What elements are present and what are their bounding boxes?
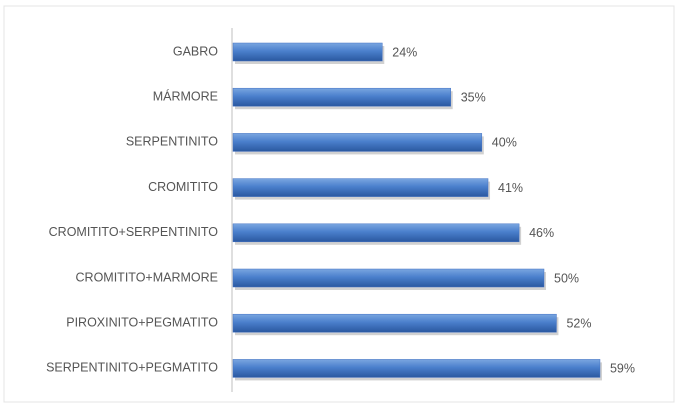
bar	[232, 359, 601, 378]
category-label: CROMITITO	[148, 180, 218, 194]
category-label: SERPENTINITO+PEGMATITO	[46, 361, 218, 375]
bar	[232, 133, 483, 152]
bar	[232, 268, 545, 288]
value-label: 46%	[529, 226, 554, 240]
value-label: 41%	[498, 181, 523, 195]
bar	[232, 178, 489, 197]
chart-frame	[3, 5, 675, 403]
category-label: MÁRMORE	[153, 88, 218, 103]
category-label: PIROXINITO+PEGMATITO	[66, 315, 218, 329]
bar	[232, 42, 383, 62]
category-label: GABRO	[173, 44, 218, 58]
bar	[232, 313, 557, 333]
bar	[232, 87, 451, 107]
bar	[232, 223, 520, 243]
category-label: SERPENTINITO	[126, 135, 218, 149]
value-label: 50%	[554, 271, 579, 285]
value-label: 52%	[566, 316, 591, 330]
value-label: 59%	[610, 362, 635, 376]
value-label: 40%	[492, 136, 517, 150]
category-label: CROMITITO+MARMORE	[76, 270, 218, 284]
category-label: CROMITITO+SERPENTINITO	[49, 225, 219, 239]
value-label: 24%	[392, 45, 417, 59]
value-label: 35%	[461, 90, 486, 104]
